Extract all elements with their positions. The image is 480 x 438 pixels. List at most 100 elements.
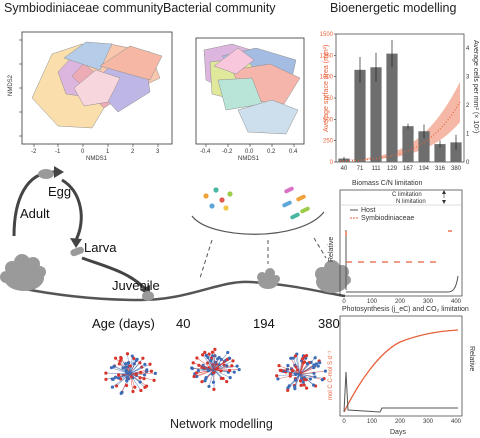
network-node bbox=[112, 364, 116, 369]
network-node bbox=[206, 369, 210, 373]
network-node bbox=[113, 375, 118, 379]
network-node bbox=[213, 354, 217, 358]
label-larva: Larva bbox=[84, 240, 117, 255]
network-graph bbox=[190, 347, 241, 391]
network-edge bbox=[129, 373, 141, 379]
network-node bbox=[148, 362, 152, 366]
model-ribbon bbox=[340, 82, 460, 160]
network-edge bbox=[212, 352, 215, 371]
bar-y2tick: 2 bbox=[466, 103, 470, 109]
life-cycle-diagram: Egg Adult Larva Juvenile Age (days) 40 1… bbox=[0, 166, 351, 331]
bar-ylabel: Average surface area (mm²) bbox=[323, 45, 330, 132]
xtick: 100 bbox=[367, 299, 378, 305]
bar-y2tick: 1 bbox=[466, 132, 470, 138]
network-node bbox=[143, 362, 147, 366]
label-age: Age (days) bbox=[92, 316, 155, 331]
bar-167 bbox=[402, 126, 414, 162]
network-edge bbox=[129, 359, 138, 375]
bar-129 bbox=[386, 53, 398, 163]
network-node bbox=[116, 376, 121, 380]
network-node bbox=[211, 380, 216, 384]
nmds-right-xtick: 0.0 bbox=[245, 149, 254, 155]
photosynthesis-ylabel: mol C C-mol S d⁻¹ bbox=[328, 351, 334, 400]
network-node bbox=[293, 354, 298, 358]
microbe-icons bbox=[203, 186, 310, 220]
network-node bbox=[197, 363, 201, 367]
nmds-left-xtick: -1 bbox=[55, 149, 61, 155]
label-juvenile: Juvenile bbox=[112, 278, 160, 293]
title-bioenergetic: Bioenergetic modelling bbox=[330, 1, 457, 15]
network-edge bbox=[210, 360, 215, 371]
title-network: Network modelling bbox=[170, 417, 273, 431]
network-node bbox=[131, 389, 135, 394]
network-edge bbox=[213, 349, 216, 371]
legend-host: Host bbox=[361, 207, 375, 214]
bar-xtick: 167 bbox=[403, 166, 414, 172]
network-edge bbox=[129, 370, 152, 375]
network-edge bbox=[278, 365, 301, 375]
network-node bbox=[134, 372, 138, 376]
nmds-right-xtick: -0.4 bbox=[200, 149, 211, 155]
network-node bbox=[133, 385, 137, 389]
network-node bbox=[312, 366, 316, 370]
network-node bbox=[207, 352, 211, 356]
label-age-40: 40 bbox=[176, 316, 190, 331]
network-edge bbox=[299, 373, 311, 380]
network-node bbox=[135, 357, 139, 361]
xtick: 300 bbox=[423, 299, 434, 305]
bar-111 bbox=[370, 67, 382, 162]
bar-y2label: Average cells per mm² (× 10⁵) bbox=[472, 40, 479, 133]
network-node bbox=[286, 363, 290, 368]
network-node bbox=[128, 371, 132, 375]
network-node bbox=[204, 375, 208, 380]
network-node bbox=[226, 350, 230, 355]
bar-xtick: 111 bbox=[371, 166, 381, 172]
network-node bbox=[228, 368, 232, 373]
xtick: 0 bbox=[342, 299, 346, 305]
network-graphs bbox=[104, 347, 327, 395]
network-node bbox=[312, 363, 316, 367]
biomass-title: Biomass C/N limitation bbox=[352, 180, 423, 187]
network-edge bbox=[299, 364, 315, 375]
network-node bbox=[111, 377, 115, 381]
xtick: 400 bbox=[451, 299, 462, 305]
bar-ytick: 750 bbox=[323, 96, 334, 102]
network-edge bbox=[213, 358, 218, 371]
bar-series bbox=[338, 39, 462, 163]
network-node bbox=[299, 383, 303, 387]
bar-ytick: 1250 bbox=[320, 53, 334, 59]
network-node bbox=[293, 385, 297, 389]
network-node bbox=[109, 366, 114, 370]
network-node bbox=[320, 378, 324, 382]
bar-xtick: 316 bbox=[435, 166, 446, 172]
nmds-left-plot: -2 -1 0 1 2 3 NMDS1 NMDS2 bbox=[8, 31, 173, 162]
network-edge bbox=[281, 370, 301, 375]
network-node bbox=[323, 369, 327, 373]
network-edge bbox=[213, 369, 224, 379]
label-age-194: 194 bbox=[253, 316, 275, 331]
network-edge bbox=[202, 354, 215, 371]
network-node bbox=[210, 350, 215, 354]
network-node bbox=[121, 366, 125, 370]
network-node bbox=[300, 357, 305, 361]
xtick: 200 bbox=[395, 299, 406, 305]
bar-ytick: 1500 bbox=[320, 32, 334, 38]
network-node bbox=[230, 364, 234, 368]
network-node bbox=[277, 364, 281, 368]
network-node bbox=[211, 371, 216, 375]
title-symbiodiniaceae: Symbiodiniaceae community bbox=[4, 1, 164, 15]
bar-y2tick: 4 bbox=[466, 46, 470, 52]
network-edge bbox=[299, 373, 305, 386]
network-node bbox=[127, 361, 131, 365]
network-node bbox=[287, 384, 291, 388]
nmds-right-xtick: -0.2 bbox=[222, 149, 233, 155]
bar-chart: 0 250 500 750 1000 1250 1500 0 1 2 3 4 40 71 111 129 1… bbox=[320, 32, 479, 172]
bar-y2tick: 3 bbox=[466, 75, 470, 81]
network-node bbox=[104, 371, 108, 375]
adult-colony-icon bbox=[0, 254, 46, 291]
nmds-left-xtick: 1 bbox=[106, 149, 110, 155]
network-node bbox=[138, 361, 142, 365]
network-node bbox=[125, 371, 129, 375]
network-edge bbox=[295, 355, 301, 375]
network-node bbox=[235, 364, 239, 368]
